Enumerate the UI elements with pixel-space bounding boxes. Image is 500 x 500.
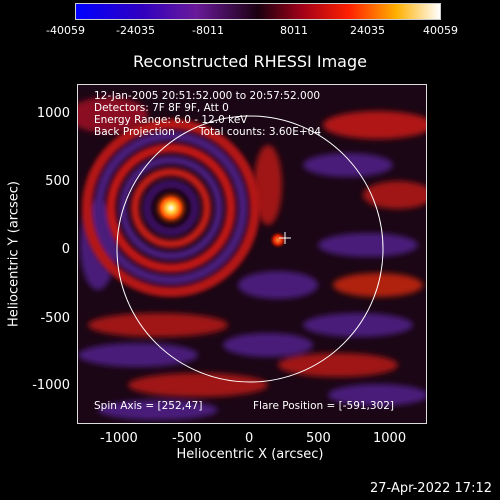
y-tick-label: 500	[45, 174, 70, 189]
creation-timestamp: 27-Apr-2022 17:12	[370, 481, 492, 496]
x-tick-label: 0	[245, 431, 254, 446]
y-axis-label: Heliocentric Y (arcsec)	[6, 181, 22, 327]
colorbar-tick: 8011	[280, 24, 308, 37]
secondary-source	[269, 231, 287, 249]
y-tick-label: 0	[61, 242, 70, 257]
colorbar-tick: 24035	[350, 24, 385, 37]
total-counts-label: Total counts: 3.60E+04	[199, 126, 322, 138]
colorbar-tick: 40059	[423, 24, 458, 37]
main-flare-source	[153, 190, 189, 226]
x-axis-label: Heliocentric X (arcsec)	[176, 447, 324, 462]
colorbar-tick: -40059	[46, 24, 85, 37]
plot-title: Reconstructed RHESSI Image	[133, 52, 367, 71]
x-tick-label: 1000	[373, 431, 407, 446]
x-tick-label: -500	[172, 431, 202, 446]
detectors-label: Detectors: 7F 8F 9F, Att 0	[94, 102, 229, 114]
y-tick-label: 1000	[36, 106, 70, 121]
spin-axis-label: Spin Axis = [252,47]	[94, 400, 203, 412]
flare-position-label: Flare Position = [-591,302]	[253, 400, 395, 412]
y-tick-label: -1000	[32, 378, 70, 393]
y-tick-label: -500	[40, 311, 70, 326]
source-rings	[82, 119, 260, 297]
time-range-label: 12-Jan-2005 20:51:52.000 to 20:57:52.000	[94, 90, 321, 102]
x-tick-label: -1000	[100, 431, 138, 446]
background-lobes	[78, 97, 426, 420]
solar-limb-circle	[116, 115, 384, 383]
energy-range-label: Energy Range: 6.0 - 12.0 keV	[94, 114, 248, 126]
colorbar-tick: -24035	[116, 24, 155, 37]
colorbar	[75, 3, 441, 20]
x-tick-label: 500	[306, 431, 331, 446]
colorbar-tick: -8011	[192, 24, 224, 37]
image-plot-area	[77, 84, 427, 424]
spin-axis-marker	[279, 232, 291, 244]
method-label: Back Projection	[94, 126, 175, 138]
rhessi-image	[78, 85, 426, 423]
